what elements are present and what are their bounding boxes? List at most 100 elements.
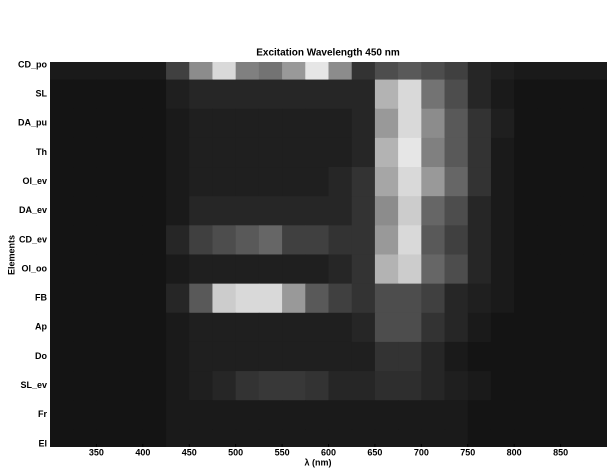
heatmap-cell — [258, 225, 283, 255]
heatmap-cell — [374, 400, 399, 430]
heatmap-cell — [374, 79, 399, 110]
heatmap-cell — [398, 400, 422, 430]
x-tick-label: 850 — [553, 447, 568, 457]
heatmap-cell — [583, 371, 607, 401]
heatmap-cell — [351, 62, 376, 81]
heatmap-cell — [583, 137, 607, 168]
heatmap-cell — [212, 137, 237, 168]
heatmap-cell — [189, 108, 213, 139]
x-tick-label: 800 — [507, 447, 522, 457]
heatmap-cell — [166, 108, 190, 139]
heatmap-cell — [119, 341, 144, 372]
heatmap-cell — [258, 167, 283, 197]
heatmap-cell — [490, 196, 515, 226]
heatmap-cell — [96, 371, 121, 401]
heatmap-cell — [142, 312, 167, 343]
heatmap-cell — [467, 283, 492, 314]
heatmap-cell — [444, 429, 469, 447]
heatmap-cell — [212, 283, 237, 314]
heatmap-cell — [374, 137, 399, 168]
heatmap-cell — [305, 225, 329, 255]
heatmap-cell — [537, 108, 562, 139]
heatmap-cell — [235, 225, 260, 255]
heatmap-cell — [583, 341, 607, 372]
heatmap-cell — [537, 371, 562, 401]
heatmap-cell — [142, 283, 167, 314]
heatmap-cell — [212, 225, 237, 255]
heatmap-cell — [421, 400, 446, 430]
heatmap-cell — [374, 254, 399, 285]
heatmap-cell — [166, 429, 190, 447]
heatmap-cell — [467, 312, 492, 343]
heatmap-cell — [73, 108, 97, 139]
heatmap-cell — [119, 400, 144, 430]
heatmap-cell — [444, 341, 469, 372]
heatmap-cell — [514, 254, 538, 285]
heatmap-cell — [467, 371, 492, 401]
heatmap-cell — [142, 62, 167, 81]
y-tick-label: FB — [35, 293, 47, 303]
heatmap-cell — [73, 196, 97, 226]
heatmap-cell — [166, 312, 190, 343]
heatmap-cell — [490, 254, 515, 285]
heatmap-cell — [212, 79, 237, 110]
heatmap-cell — [142, 400, 167, 430]
heatmap-cell — [537, 167, 562, 197]
heatmap-cell — [351, 196, 376, 226]
heatmap-cell — [328, 371, 353, 401]
heatmap-cell — [305, 283, 329, 314]
heatmap-cell — [374, 62, 399, 81]
x-tick-label: 350 — [89, 447, 104, 457]
heatmap-cell — [96, 312, 121, 343]
heatmap-cell — [119, 167, 144, 197]
y-tick-label: Ol_ev — [22, 176, 47, 186]
heatmap-cell — [560, 341, 585, 372]
heatmap-cell — [258, 196, 283, 226]
heatmap-cell — [142, 196, 167, 226]
heatmap-cell — [212, 62, 237, 81]
heatmap-cell — [560, 400, 585, 430]
chart-title: Excitation Wavelength 450 nm — [256, 48, 400, 59]
heatmap-cell — [282, 62, 306, 81]
heatmap-cell — [444, 62, 469, 81]
heatmap-cell — [235, 137, 260, 168]
heatmap-cell — [73, 341, 97, 372]
heatmap-cell — [189, 137, 213, 168]
heatmap-cell — [235, 167, 260, 197]
heatmap-cell — [421, 79, 446, 110]
heatmap-cell — [119, 371, 144, 401]
heatmap-cell — [398, 137, 422, 168]
x-tick-label: 550 — [275, 447, 290, 457]
heatmap-cell — [537, 225, 562, 255]
heatmap-cell — [537, 341, 562, 372]
heatmap-cell — [421, 341, 446, 372]
heatmap-cell — [119, 429, 144, 447]
heatmap-cell — [212, 312, 237, 343]
heatmap-cell — [467, 62, 492, 81]
heatmap-cell — [212, 254, 237, 285]
heatmap-cell — [398, 341, 422, 372]
heatmap-cell — [305, 167, 329, 197]
heatmap-cell — [119, 196, 144, 226]
heatmap-cell — [514, 283, 538, 314]
heatmap-cell — [282, 167, 306, 197]
heatmap-cell — [583, 400, 607, 430]
heatmap-cell — [537, 196, 562, 226]
heatmap-cell — [351, 400, 376, 430]
heatmap-cell — [305, 79, 329, 110]
heatmap-cell — [537, 254, 562, 285]
x-tick-label: 650 — [367, 447, 382, 457]
heatmap-cell — [189, 225, 213, 255]
heatmap-cell — [282, 371, 306, 401]
heatmap-cell — [282, 196, 306, 226]
heatmap-cell — [328, 225, 353, 255]
heatmap-cell — [328, 167, 353, 197]
heatmap-cell — [444, 400, 469, 430]
heatmap-cell — [514, 225, 538, 255]
heatmap-cell — [514, 196, 538, 226]
heatmap-cell — [421, 108, 446, 139]
heatmap-cell — [328, 108, 353, 139]
heatmap-cell — [212, 196, 237, 226]
heatmap-cell — [96, 108, 121, 139]
heatmap-cell — [189, 62, 213, 81]
